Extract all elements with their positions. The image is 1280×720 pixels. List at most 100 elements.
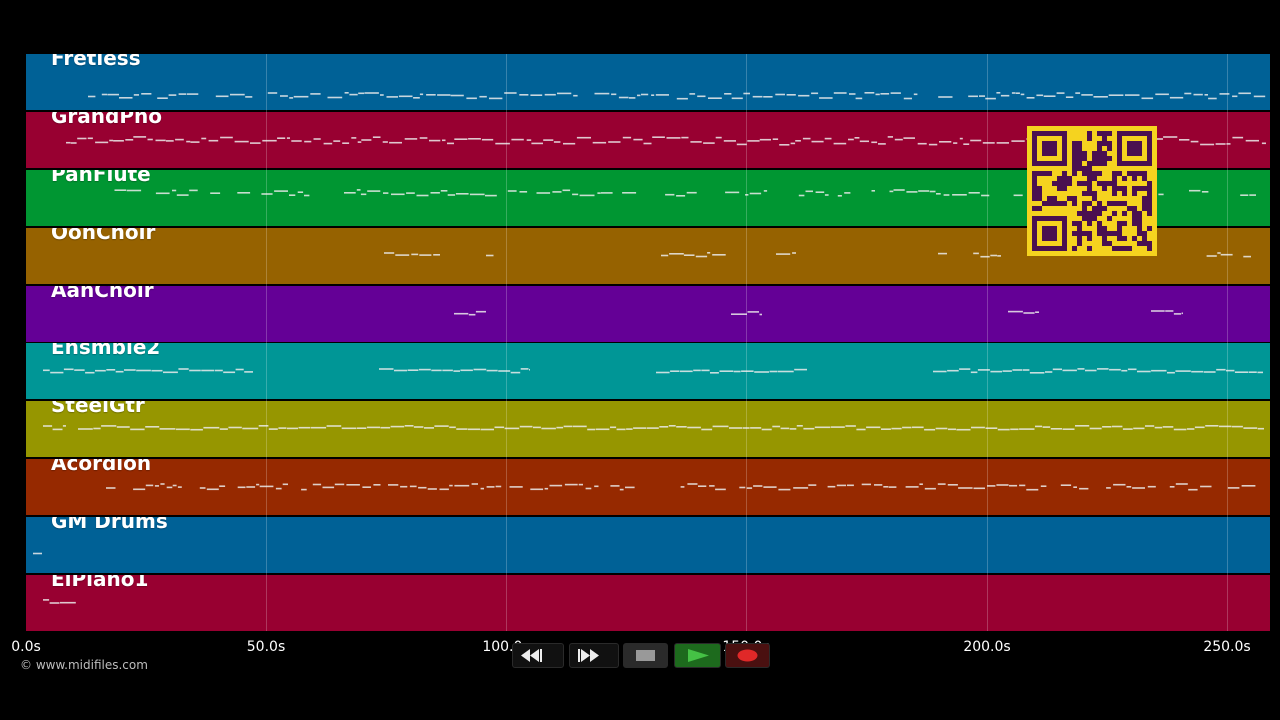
midi-note <box>178 368 189 370</box>
midi-note <box>1184 92 1192 95</box>
track-lane[interactable]: Acordion <box>26 459 1270 515</box>
midi-note <box>342 142 350 144</box>
midi-note <box>709 485 715 487</box>
midi-note <box>507 190 517 192</box>
midi-note <box>616 428 626 431</box>
midi-note <box>805 190 813 193</box>
track-lane[interactable]: SteelGtr <box>26 401 1270 457</box>
midi-note <box>291 140 302 142</box>
midi-note <box>360 193 367 196</box>
midi-note <box>520 368 529 370</box>
track-lane[interactable]: Ensmble2 <box>26 343 1270 399</box>
midi-note <box>938 252 947 255</box>
midi-note <box>1026 97 1035 99</box>
midi-note <box>1181 312 1183 315</box>
midi-note <box>297 191 304 193</box>
midi-note <box>373 484 381 486</box>
midi-note <box>1022 369 1030 371</box>
midi-note <box>1113 483 1126 486</box>
midi-note <box>268 428 278 430</box>
midi-note <box>346 484 360 486</box>
track-lane[interactable]: ElPiano1 <box>26 575 1270 631</box>
midi-note <box>1010 428 1019 431</box>
midi-note <box>594 485 599 488</box>
midi-note <box>772 425 781 428</box>
qr-code-icon <box>1027 126 1157 256</box>
midi-note <box>874 484 883 486</box>
midi-note <box>168 94 177 96</box>
midi-note <box>837 195 842 197</box>
midi-note <box>433 254 440 256</box>
midi-note <box>628 97 636 99</box>
midi-note <box>1248 371 1257 373</box>
midi-note <box>544 93 556 96</box>
midi-note <box>1203 371 1216 373</box>
midi-note <box>74 369 85 371</box>
midi-note <box>447 194 456 196</box>
midi-note <box>715 136 722 139</box>
fast-forward-button[interactable] <box>569 643 619 668</box>
record-button[interactable] <box>725 643 770 668</box>
midi-note <box>701 369 710 372</box>
midi-note <box>557 92 572 95</box>
midi-note <box>997 255 1001 257</box>
midi-note <box>510 371 521 374</box>
midi-note <box>1257 371 1263 374</box>
midi-note <box>1232 136 1244 139</box>
midi-note <box>519 94 529 96</box>
rewind-button[interactable] <box>512 643 564 668</box>
midi-note <box>486 254 494 257</box>
midi-note <box>1002 370 1012 372</box>
midi-note <box>159 428 176 430</box>
midi-note <box>1026 488 1039 491</box>
midi-note <box>578 483 583 486</box>
rewind-icon <box>521 649 542 662</box>
midi-note <box>693 369 701 372</box>
midi-note <box>690 141 702 143</box>
midi-note <box>997 428 1010 431</box>
midi-note <box>780 427 790 430</box>
midi-note <box>93 427 101 430</box>
midi-note <box>418 486 427 489</box>
midi-note <box>687 426 701 429</box>
midi-note <box>952 194 967 196</box>
midi-note <box>262 139 277 142</box>
midi-note <box>1029 372 1045 374</box>
track-lane[interactable]: AahChoir <box>26 286 1270 342</box>
midi-note <box>1011 140 1025 142</box>
midi-note <box>163 371 178 374</box>
midi-note <box>878 143 886 145</box>
midi-note <box>160 483 165 485</box>
midi-note <box>133 136 147 138</box>
play-button[interactable] <box>674 643 721 668</box>
midi-note <box>824 194 829 196</box>
track-name: Ensmble2 <box>51 343 161 359</box>
midi-note <box>680 370 693 373</box>
midi-note <box>990 254 997 257</box>
midi-note <box>676 195 686 197</box>
midi-note <box>1012 369 1023 371</box>
midi-note <box>1124 94 1140 96</box>
midi-note <box>1179 139 1190 141</box>
midi-note <box>1060 484 1072 486</box>
midi-note <box>327 96 343 99</box>
midi-note <box>572 425 587 428</box>
midi-note <box>404 138 418 140</box>
midi-note <box>985 427 998 429</box>
midi-note <box>710 372 719 374</box>
midi-note <box>1023 312 1035 314</box>
track-lane[interactable]: GM Drums <box>26 517 1270 573</box>
track-lane[interactable]: Fretless <box>26 54 1270 110</box>
midi-note <box>871 190 875 192</box>
midi-note <box>633 138 643 141</box>
midi-note <box>280 95 288 97</box>
midi-note <box>881 428 891 430</box>
stop-button[interactable] <box>623 643 668 668</box>
midi-note <box>750 427 762 429</box>
midi-note <box>504 92 517 94</box>
midi-note <box>687 483 698 485</box>
midi-note <box>531 142 543 145</box>
midi-note <box>1085 369 1097 372</box>
midi-note <box>686 191 697 194</box>
midi-note <box>242 427 259 430</box>
